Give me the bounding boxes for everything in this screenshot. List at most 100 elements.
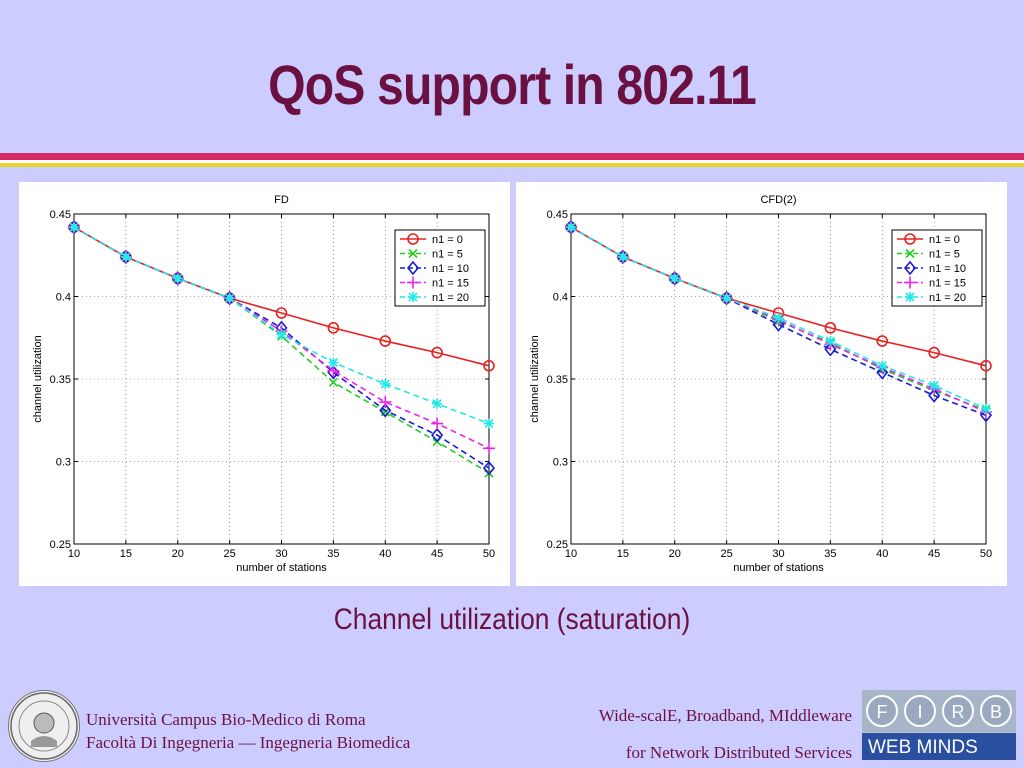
title-rule-top: [0, 153, 1024, 160]
data-point: [617, 251, 628, 262]
data-point: [928, 346, 940, 359]
data-point: [824, 342, 837, 357]
x-tick-label: 20: [172, 548, 184, 560]
series-5: [566, 222, 991, 414]
x-tick-label: 50: [980, 548, 992, 560]
legend-label: n1 = 10: [929, 263, 966, 275]
y-tick-label: 0.4: [553, 292, 568, 304]
legend-item: n1 = 20: [400, 292, 469, 304]
data-point: [979, 408, 993, 423]
legend-label: n1 = 0: [929, 234, 960, 246]
slide-title: QoS support in 802.11: [268, 53, 757, 116]
x-tick-label: 30: [772, 548, 784, 560]
legend-marker: [905, 248, 915, 259]
svg-text:F: F: [877, 702, 888, 722]
footer-project-line2: for Network Distributed Services: [625, 743, 852, 762]
legend-label: n1 = 0: [432, 234, 463, 246]
legend-item: n1 = 5: [400, 249, 463, 261]
legend-marker: [903, 260, 917, 276]
logo-letter-i: I: [904, 695, 936, 727]
y-tick-label: 0.3: [56, 457, 71, 469]
legend-marker: [408, 248, 418, 259]
data-point: [484, 418, 494, 429]
legend-item: n1 = 5: [897, 249, 960, 261]
legend-label: n1 = 20: [929, 292, 966, 304]
footer-project-line1: Wide-scalE, Broadband, MIddleware: [598, 706, 852, 725]
x-tick-label: 15: [617, 548, 629, 560]
chart-legend: n1 = 0 n1 = 5 n1 = 10 n1 = 15 n1 = 20: [394, 229, 486, 307]
legend-label: n1 = 5: [929, 249, 960, 261]
legend-marker: [905, 292, 915, 302]
x-tick-label: 35: [327, 548, 339, 560]
legend-item: n1 = 10: [400, 260, 469, 276]
data-point: [224, 293, 235, 304]
data-point: [928, 388, 941, 403]
data-point: [172, 273, 183, 284]
y-tick-label: 0.25: [50, 539, 71, 551]
x-tick-label: 40: [876, 548, 888, 560]
data-point: [929, 380, 940, 391]
x-tick-label: 50: [483, 548, 495, 560]
x-tick-label: 20: [669, 548, 681, 560]
legend-label: n1 = 10: [432, 263, 469, 275]
data-point: [380, 378, 391, 389]
legend-label: n1 = 5: [432, 249, 463, 261]
y-tick-label: 0.35: [547, 374, 568, 386]
legend-item: n1 = 0: [897, 233, 960, 246]
data-point: [69, 222, 79, 233]
data-point: [483, 442, 495, 455]
x-tick-label: 35: [824, 548, 836, 560]
data-point: [431, 346, 443, 359]
data-point: [276, 329, 287, 340]
legend-label: n1 = 15: [432, 278, 469, 290]
chart-title: CFD(2): [760, 194, 796, 206]
data-point: [482, 460, 496, 476]
series-5: [69, 222, 494, 429]
data-point: [566, 222, 576, 233]
svg-text:R: R: [952, 702, 965, 722]
title-rule-middle: [0, 160, 1024, 163]
legend-item: n1 = 15: [897, 276, 966, 290]
data-point: [876, 365, 889, 380]
legend-marker: [904, 276, 916, 289]
svg-text:B: B: [990, 702, 1002, 722]
firb-web-minds-logo: WEB MINDS F I R B: [862, 690, 1016, 760]
y-tick-label: 0.35: [50, 374, 71, 386]
logo-letter-r: R: [942, 695, 974, 727]
x-axis-label: number of stations: [236, 562, 327, 574]
data-point: [669, 273, 680, 284]
data-point: [431, 427, 444, 443]
data-point: [824, 322, 837, 334]
chart-panel-cfd: CFD(2) 10 15 20 25 30 35 40 45 50 0.25 0.3 0.35 0.4 0.…: [516, 182, 1007, 586]
data-point: [876, 335, 889, 347]
x-tick-label: 15: [120, 548, 132, 560]
legend-marker: [408, 292, 418, 302]
series-line: [570, 226, 987, 417]
y-tick-label: 0.45: [547, 209, 568, 221]
chart-legend: n1 = 0 n1 = 5 n1 = 10 n1 = 15 n1 = 20: [891, 229, 983, 307]
legend-item: n1 = 15: [400, 276, 469, 290]
footer-university: Università Campus Bio-Medico di Roma Fac…: [86, 708, 410, 754]
data-point: [328, 357, 339, 368]
x-tick-label: 25: [224, 548, 236, 560]
legend-label: n1 = 20: [432, 292, 469, 304]
footer-university-name: Università Campus Bio-Medico di Roma: [86, 710, 366, 729]
logo-letter-b: B: [980, 695, 1012, 727]
data-point: [981, 403, 991, 414]
legend-marker: [904, 233, 916, 245]
svg-text:I: I: [917, 702, 922, 722]
title-rule-bottom: [0, 163, 1024, 167]
chart-fd: FD 10 15 20 25 30 35 40 45 50 0.25 0.3 0.35 0.4 0.45 nu…: [32, 194, 496, 574]
chart-caption: Channel utilization (saturation): [333, 603, 691, 636]
footer-faculty-name: Facoltà Di Ingegneria — Ingegneria Biome…: [86, 733, 411, 752]
legend-marker: [407, 276, 419, 289]
chart-title: FD: [274, 194, 289, 206]
logo-text: WEB MINDS: [868, 737, 978, 758]
data-point: [825, 336, 836, 347]
data-point: [772, 317, 785, 332]
legend-label: n1 = 15: [929, 278, 966, 290]
x-tick-label: 25: [721, 548, 733, 560]
data-point: [379, 396, 392, 409]
legend-marker: [406, 260, 420, 276]
series-line: [73, 226, 490, 367]
